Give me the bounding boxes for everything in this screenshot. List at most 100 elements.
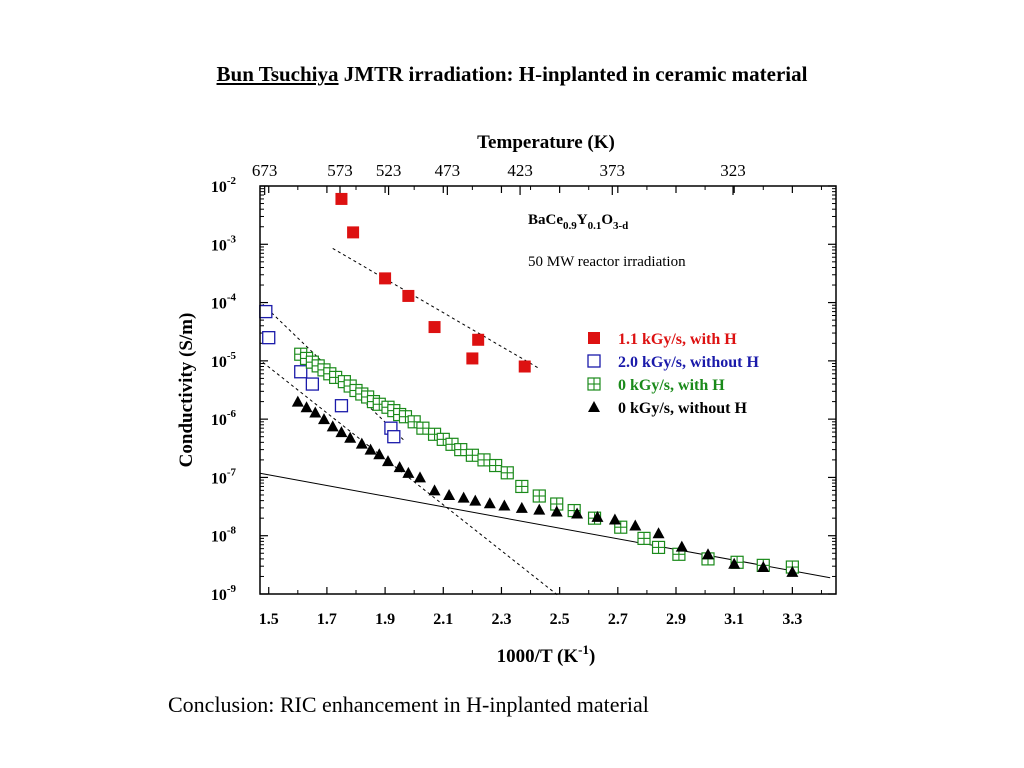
data-point — [294, 365, 308, 379]
x-tick-label: 3.1 — [724, 611, 744, 628]
dashed-fit-line — [332, 247, 540, 369]
top-tick-label: 673 — [252, 161, 278, 180]
data-point — [587, 377, 601, 391]
data-point — [702, 548, 714, 560]
data-point — [335, 192, 348, 205]
y-tick-base: 10 — [211, 470, 227, 487]
y-tick-label: 10-6 — [211, 408, 237, 429]
data-point — [489, 458, 503, 473]
data-point — [515, 501, 528, 513]
plot-frame — [259, 185, 837, 595]
y-tick-base: 10 — [211, 296, 227, 313]
data-point — [334, 399, 349, 413]
data-point — [364, 443, 377, 455]
series — [291, 395, 799, 577]
data-point — [379, 272, 392, 285]
data-point — [305, 377, 320, 391]
y-tick-exponent: -5 — [227, 350, 237, 362]
data-point — [414, 471, 426, 483]
data-point — [355, 437, 368, 449]
y-tick-base: 10 — [211, 412, 227, 429]
y-tick-label: 10-2 — [211, 175, 237, 196]
data-point — [416, 421, 430, 435]
y-tick-label: 10-5 — [211, 350, 237, 371]
data-point — [373, 448, 386, 460]
data-point — [637, 531, 651, 545]
legend: 1.1 kGy/s, with H 2.0 kGy/s, without H 0 k… — [587, 331, 759, 417]
formula-subscript: 0.9 — [563, 220, 577, 232]
data-point — [500, 466, 514, 480]
formula-subscript: 0.1 — [588, 220, 602, 232]
data-point — [757, 561, 770, 573]
data-point — [326, 420, 339, 432]
data-point — [588, 401, 600, 412]
data-point — [393, 461, 406, 473]
data-point — [382, 455, 394, 467]
data-point — [532, 489, 546, 503]
series — [294, 347, 799, 574]
y-tick-base: 10 — [211, 354, 227, 371]
data-point — [786, 565, 799, 577]
data-point — [402, 466, 415, 478]
legend-label: 0 kGy/s, without H — [618, 400, 747, 417]
data-point — [454, 443, 468, 457]
solid-fit-line — [259, 472, 831, 579]
data-point — [465, 448, 479, 462]
x-tick-label: 2.3 — [491, 611, 511, 628]
x-tick-label: 2.9 — [666, 611, 686, 628]
y-tick-label: 10-3 — [211, 233, 237, 254]
plot-area — [259, 185, 836, 598]
data-point — [259, 304, 273, 319]
y-tick-exponent: -7 — [227, 466, 237, 478]
sample-formula: BaCe0.9Y0.1O3-d — [528, 212, 628, 232]
legend-label: 2.0 kGy/s, without H — [618, 354, 759, 371]
data-point — [472, 333, 485, 346]
data-point — [588, 332, 600, 344]
data-point — [591, 510, 604, 522]
data-point — [652, 527, 665, 539]
formula-element: O — [601, 212, 613, 228]
data-point — [483, 497, 496, 509]
formula-subscript: 3-d — [613, 220, 628, 232]
data-point — [318, 413, 330, 425]
data-point — [457, 491, 470, 503]
data-point — [387, 430, 401, 444]
y-tick-exponent: -4 — [227, 292, 237, 304]
data-point — [608, 513, 621, 525]
data-point — [344, 431, 357, 443]
y-tick-exponent: -9 — [227, 583, 237, 595]
data-point — [550, 505, 563, 517]
series — [335, 192, 531, 373]
data-point — [335, 426, 348, 438]
data-point — [587, 354, 601, 368]
data-point — [300, 401, 313, 413]
y-tick-label: 10-9 — [211, 583, 237, 604]
x-tick-label: 2.1 — [433, 611, 453, 628]
top-tick-label: 373 — [600, 161, 626, 180]
y-axis-label: Conductivity (S/m) — [176, 313, 197, 468]
data-point — [675, 540, 688, 552]
x-tick-label: 1.9 — [375, 611, 395, 628]
y-tick-exponent: -3 — [227, 233, 237, 245]
x-axis-label-main: 1000/T (K — [497, 646, 579, 667]
y-tick-base: 10 — [211, 237, 227, 254]
y-tick-label: 10-4 — [211, 292, 237, 313]
top-axis-label: Temperature (K) — [477, 132, 615, 153]
data-point — [309, 406, 322, 418]
data-point — [477, 453, 491, 467]
x-tick-label: 3.3 — [782, 611, 802, 628]
irradiation-note: 50 MW reactor irradiation — [528, 254, 686, 270]
data-point — [428, 484, 441, 496]
data-point — [466, 352, 479, 365]
title-author: Bun Tsuchiya — [216, 62, 339, 86]
legend-label: 1.1 kGy/s, with H — [618, 331, 737, 348]
data-point — [347, 226, 360, 239]
y-tick-base: 10 — [211, 529, 227, 546]
dashed-fit-line — [262, 362, 560, 598]
top-tick-label: 523 — [376, 161, 402, 180]
y-tick-label: 10-8 — [211, 525, 237, 546]
data-point — [428, 321, 441, 334]
formula-element: BaCe — [528, 212, 563, 228]
formula-element: Y — [577, 212, 588, 228]
